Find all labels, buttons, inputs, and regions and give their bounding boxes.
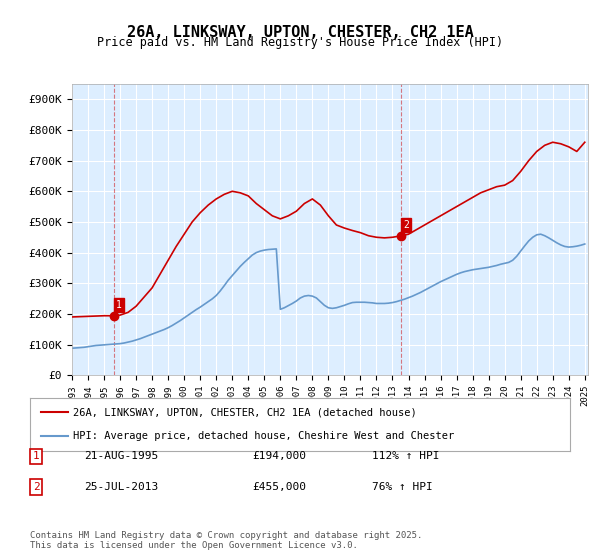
Text: 76% ↑ HPI: 76% ↑ HPI [372, 482, 433, 492]
Text: 112% ↑ HPI: 112% ↑ HPI [372, 451, 439, 461]
Text: Price paid vs. HM Land Registry's House Price Index (HPI): Price paid vs. HM Land Registry's House … [97, 36, 503, 49]
Text: 26A, LINKSWAY, UPTON, CHESTER, CH2 1EA: 26A, LINKSWAY, UPTON, CHESTER, CH2 1EA [127, 25, 473, 40]
Text: £194,000: £194,000 [252, 451, 306, 461]
Text: 2: 2 [403, 220, 409, 230]
Text: 25-JUL-2013: 25-JUL-2013 [84, 482, 158, 492]
Text: 26A, LINKSWAY, UPTON, CHESTER, CH2 1EA (detached house): 26A, LINKSWAY, UPTON, CHESTER, CH2 1EA (… [73, 408, 417, 418]
Text: 1: 1 [116, 300, 122, 310]
Text: Contains HM Land Registry data © Crown copyright and database right 2025.
This d: Contains HM Land Registry data © Crown c… [30, 530, 422, 550]
Text: £455,000: £455,000 [252, 482, 306, 492]
Text: 2: 2 [32, 482, 40, 492]
Text: 1: 1 [32, 451, 40, 461]
Text: 21-AUG-1995: 21-AUG-1995 [84, 451, 158, 461]
Text: HPI: Average price, detached house, Cheshire West and Chester: HPI: Average price, detached house, Ches… [73, 431, 454, 441]
